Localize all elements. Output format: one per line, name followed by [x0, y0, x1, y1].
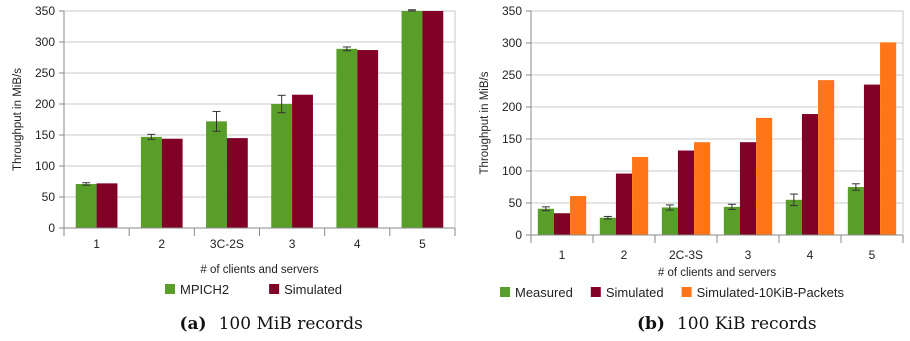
bar: [357, 50, 379, 229]
y-tick-label: 50: [42, 190, 56, 204]
legend: Measured Simulated Simulated-10KiB-Packets: [500, 285, 845, 300]
x-tick-label: 5: [419, 237, 426, 251]
bar: [818, 80, 835, 236]
y-tick-label: 300: [35, 35, 55, 49]
x-tick-labels: 1 2 3C-2S 3 4 5: [93, 237, 426, 251]
grid-lines: [531, 10, 903, 236]
bar: [785, 199, 802, 235]
y-axis-title: Throughput in MiB/s: [12, 68, 24, 171]
x-axis-title: # of clients and servers: [200, 264, 319, 276]
y-tick-label: 100: [35, 159, 55, 173]
grid-lines: [64, 10, 455, 229]
caption: (b) 100 KiB records: [637, 314, 817, 334]
x-tick-label: 3C-2S: [210, 237, 244, 251]
bar: [537, 208, 554, 235]
bar: [271, 104, 293, 228]
bar: [632, 156, 649, 235]
y-tick-label: 350: [35, 4, 55, 18]
x-tick-label: 2: [621, 248, 628, 262]
legend-label: Measured: [515, 285, 573, 300]
y-tick-label: 150: [502, 132, 522, 146]
bar: [880, 42, 897, 235]
y-tick-label: 100: [502, 164, 522, 178]
bar: [756, 117, 773, 235]
bar: [422, 11, 444, 228]
caption-label: (b): [637, 314, 665, 334]
bar: [96, 183, 118, 228]
x-tick-labels: 1 2 2C-3S 3 4 5: [559, 248, 876, 262]
y-tick-label: 350: [502, 4, 522, 18]
y-tick-label: 0: [48, 221, 55, 235]
caption: (a) 100 MiB records: [180, 314, 363, 334]
legend-label: Simulated: [284, 282, 342, 297]
caption-label: (a): [180, 314, 207, 334]
y-tick-labels: 0 50 100 150 200 250 300 350: [35, 4, 55, 235]
bar: [694, 142, 711, 235]
bar: [292, 94, 313, 228]
legend-swatch: [681, 287, 692, 297]
y-tick-label: 50: [509, 196, 523, 210]
bar: [801, 114, 819, 235]
y-axis-title: Throughput in MiB/s: [479, 71, 491, 174]
x-tick-label: 5: [869, 248, 876, 262]
bar: [401, 11, 423, 228]
legend-label: MPICH2: [180, 282, 229, 297]
y-tick-label: 150: [35, 128, 55, 142]
x-tick-label: 4: [354, 237, 361, 251]
bar: [140, 136, 162, 228]
bar: [206, 121, 227, 228]
error-bars: [82, 9, 416, 186]
legend-swatch: [500, 287, 510, 297]
bar: [599, 217, 616, 235]
x-tick-label: 4: [807, 248, 814, 262]
y-tick-labels: 0 50 100 150 200 250 300 350: [502, 4, 522, 242]
x-tick-label: 3: [289, 237, 296, 251]
bar: [847, 187, 864, 235]
x-tick-label: 1: [559, 248, 566, 262]
x-tick-label: 1: [93, 237, 100, 251]
y-tick-label: 300: [502, 36, 522, 50]
caption-text: 100 MiB records: [219, 314, 363, 334]
x-tick-label: 2: [158, 237, 165, 251]
bar: [863, 84, 881, 235]
bar: [161, 138, 183, 228]
axes: [59, 10, 456, 236]
bar: [226, 138, 248, 228]
bar: [570, 195, 587, 235]
caption-text: 100 KiB records: [677, 314, 817, 334]
x-tick-label: 2C-3S: [669, 248, 703, 262]
legend: MPICH2 Simulated: [165, 282, 342, 297]
bar: [677, 150, 695, 235]
bars: [537, 42, 897, 236]
bar: [739, 142, 757, 235]
y-tick-label: 0: [515, 228, 522, 242]
bar: [553, 213, 571, 235]
legend-swatch: [165, 284, 175, 294]
legend-label: Simulated: [606, 285, 664, 300]
x-axis-title: # of clients and servers: [658, 267, 777, 279]
y-tick-label: 250: [35, 66, 55, 80]
chart-panel-b: 0 50 100 150 200 250 300 350 1 2 2C-3S 3 4 5 # of cl…: [479, 4, 904, 334]
x-tick-label: 3: [745, 248, 752, 262]
legend-label: Simulated-10KiB-Packets: [697, 285, 845, 300]
bar: [661, 207, 678, 235]
bar: [615, 173, 633, 235]
bars: [75, 11, 444, 229]
chart-panel-a: 0 50 100 150 200 250 300 350 1 2 3C-2S 3 4 5 # of cl…: [12, 4, 456, 334]
legend-swatch: [590, 287, 601, 297]
legend-swatch: [269, 284, 280, 294]
bar: [723, 206, 740, 235]
y-tick-label: 200: [35, 97, 55, 111]
bar: [75, 183, 97, 228]
axes: [526, 10, 904, 243]
y-tick-label: 200: [502, 100, 522, 114]
y-tick-label: 250: [502, 68, 522, 82]
bar: [336, 48, 358, 228]
error-bars: [541, 183, 860, 220]
